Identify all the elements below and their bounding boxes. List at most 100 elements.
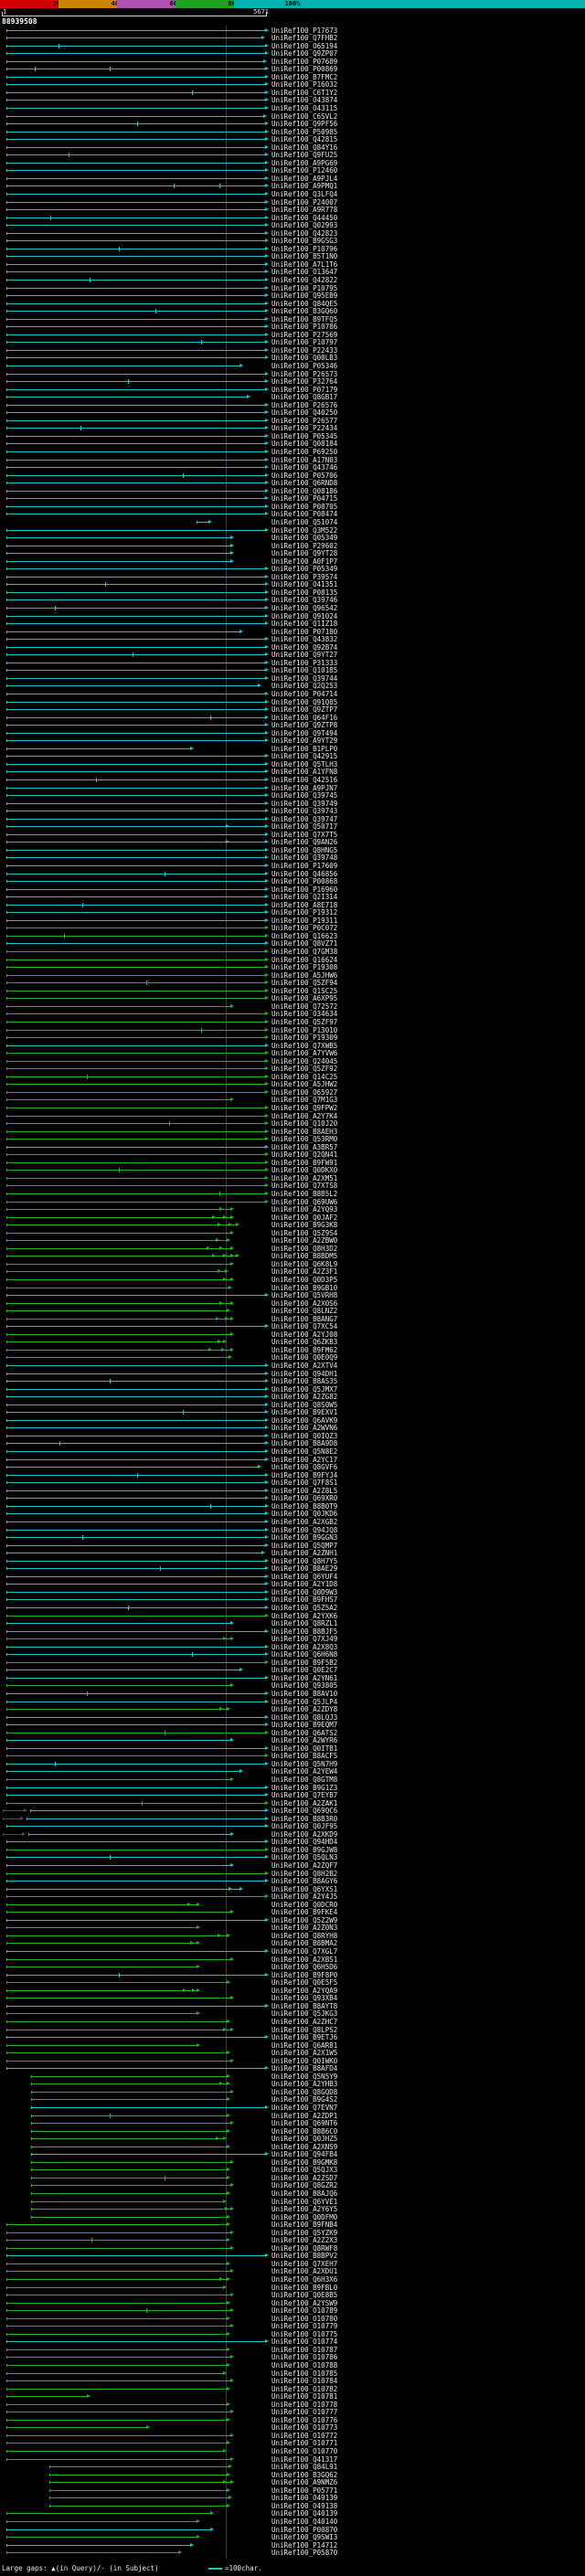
hit-row[interactable]: UniRef100_P05870 <box>0 2549 585 2558</box>
hit-bar[interactable] <box>7 2326 230 2327</box>
hit-row[interactable]: UniRef100_P17609 <box>0 863 585 871</box>
hit-row[interactable]: UniRef100_Q91Q85 <box>0 698 585 706</box>
hit-row[interactable]: UniRef100_P08135 <box>0 588 585 597</box>
hit-bar[interactable] <box>32 2123 230 2125</box>
hit-bar[interactable] <box>7 599 265 601</box>
hit-label[interactable]: UniRef100_Q9ZTP8 <box>271 721 338 730</box>
hit-label[interactable]: UniRef100_O10773 <box>271 2423 338 2433</box>
hit-bar[interactable] <box>7 1240 227 1242</box>
hit-row[interactable]: UniRef100_Q02993 <box>0 222 585 230</box>
hit-row[interactable]: UniRef100_Q8RYH8 <box>0 1932 585 1940</box>
hit-row[interactable]: UniRef100_Q9PF56 <box>0 121 585 129</box>
hit-label[interactable]: UniRef100_Q5JLP4 <box>271 1697 338 1706</box>
hit-bar[interactable] <box>7 576 265 578</box>
hit-row[interactable]: UniRef100_B9GGN3 <box>0 1534 585 1542</box>
hit-row[interactable]: UniRef100_P10786 <box>0 323 585 332</box>
hit-label[interactable]: UniRef100_Q84Y16 <box>271 143 338 152</box>
hit-bar[interactable] <box>7 1099 230 1101</box>
hit-row[interactable]: UniRef100_Q1SC25 <box>0 987 585 995</box>
hit-label[interactable]: UniRef100_A2Z8L5 <box>271 1486 338 1495</box>
hit-row[interactable]: UniRef100_B8B0T9 <box>0 1502 585 1511</box>
hit-row[interactable]: UniRef100_Q0DCR0 <box>0 1901 585 1909</box>
hit-bar[interactable] <box>7 1646 265 1648</box>
hit-bar[interactable] <box>7 162 265 164</box>
hit-bar[interactable] <box>32 2138 223 2140</box>
hit-bar[interactable] <box>7 91 265 93</box>
hit-bar[interactable] <box>7 1154 265 1156</box>
hit-row[interactable]: UniRef100_Q6RND8 <box>0 480 585 488</box>
hit-bar[interactable] <box>7 1615 265 1617</box>
hit-label[interactable]: UniRef100_Q9FPW2 <box>271 1103 338 1112</box>
hit-bar[interactable] <box>7 1232 230 1234</box>
hit-bar[interactable] <box>7 1638 230 1640</box>
hit-bar[interactable] <box>7 1310 227 1312</box>
hit-bar[interactable] <box>7 1216 230 1218</box>
hit-bar[interactable] <box>7 1521 265 1522</box>
hit-label[interactable]: UniRef100_P07179 <box>271 385 338 394</box>
hit-bar[interactable] <box>7 779 265 780</box>
hit-row[interactable]: UniRef100_Q0E5F5 <box>0 1979 585 1988</box>
hit-label[interactable]: UniRef100_Q0ITB1 <box>271 1744 338 1753</box>
hit-label[interactable]: UniRef100_Q7XWB5 <box>271 1041 338 1050</box>
hit-label[interactable]: UniRef100_Q5VRH8 <box>271 1291 338 1300</box>
hit-row[interactable]: UniRef100_P26573 <box>0 370 585 378</box>
hit-row[interactable]: UniRef100_Q5YZK9 <box>0 2229 585 2237</box>
hit-bar[interactable] <box>7 373 265 375</box>
hit-bar[interactable] <box>7 1302 230 1304</box>
hit-label[interactable]: UniRef100_P69250 <box>271 448 338 457</box>
hit-bar[interactable] <box>7 935 265 937</box>
hit-row[interactable]: UniRef100_Q84L91 <box>0 2464 585 2472</box>
hit-label[interactable]: UniRef100_B9F5B2 <box>271 1658 338 1667</box>
hit-row[interactable]: UniRef100_A2Y6Y5 <box>0 2206 585 2214</box>
hit-bar[interactable] <box>7 1333 230 1335</box>
hit-row[interactable]: UniRef100_Q39749 <box>0 800 585 808</box>
hit-bar[interactable] <box>7 498 265 500</box>
hit-label[interactable]: UniRef100_Q0E0Q9 <box>271 1353 338 1362</box>
hit-label[interactable]: UniRef100_P08474 <box>271 510 338 519</box>
hit-bar[interactable] <box>7 967 265 969</box>
hit-label[interactable]: UniRef100_B9FM62 <box>271 1345 338 1354</box>
hit-bar[interactable] <box>7 1740 230 1742</box>
hit-bar[interactable] <box>7 802 265 804</box>
hit-label[interactable]: UniRef100_C6T1Y2 <box>271 88 338 97</box>
hit-row[interactable]: UniRef100_P16960 <box>0 885 585 894</box>
hit-row[interactable]: UniRef100_Q69XR0 <box>0 1495 585 1503</box>
hit-row[interactable]: UniRef100_B9F5B2 <box>0 1659 585 1667</box>
hit-row[interactable]: UniRef100_Q5QLN3 <box>0 1854 585 1862</box>
hit-label[interactable]: UniRef100_P10786 <box>271 323 338 332</box>
hit-row[interactable]: UniRef100_A2WVN6 <box>0 1425 585 1433</box>
hit-bar[interactable] <box>7 1381 265 1383</box>
hit-bar[interactable] <box>29 1833 230 1835</box>
hit-label[interactable]: UniRef100_A2XNS9 <box>271 2142 338 2151</box>
hit-label[interactable]: UniRef100_A2X0S6 <box>271 1299 338 1308</box>
hit-row[interactable]: UniRef100_P00870 <box>0 2526 585 2534</box>
hit-bar[interactable] <box>7 2060 230 2062</box>
hit-row[interactable]: UniRef100_A2WYR6 <box>0 1737 585 1745</box>
hit-bar[interactable] <box>7 1091 265 1093</box>
hit-row[interactable]: UniRef100_Q84Y16 <box>0 143 585 152</box>
hit-row[interactable]: UniRef100_B9GSG3 <box>0 238 585 246</box>
hit-bar[interactable] <box>7 1005 230 1007</box>
hit-row[interactable]: UniRef100_Q08186 <box>0 487 585 495</box>
hit-bar[interactable] <box>7 1489 265 1491</box>
hit-row[interactable]: UniRef100_Q46856 <box>0 870 585 878</box>
hit-label[interactable]: UniRef100_Q39744 <box>271 673 338 683</box>
hit-row[interactable]: UniRef100_Q6H5D6 <box>0 1964 585 1972</box>
hit-bar[interactable] <box>7 1451 265 1453</box>
hit-row[interactable]: UniRef100_Q42822 <box>0 277 585 285</box>
hit-label[interactable]: UniRef100_O10789 <box>271 2306 338 2316</box>
hit-bar[interactable] <box>7 2310 230 2312</box>
hit-row[interactable]: UniRef100_Q6AR81 <box>0 2041 585 2050</box>
hit-bar[interactable] <box>7 334 265 335</box>
hit-bar[interactable] <box>7 2520 197 2522</box>
hit-bar[interactable] <box>7 1606 265 1608</box>
hit-row[interactable]: UniRef100_Q6ZKB3 <box>0 1339 585 1347</box>
hit-bar[interactable] <box>7 474 265 476</box>
hit-label[interactable]: UniRef100_Q02993 <box>271 221 338 230</box>
hit-bar[interactable] <box>7 2044 197 2046</box>
hit-row[interactable]: UniRef100_Q7XWB5 <box>0 1042 585 1050</box>
hit-label[interactable]: UniRef100_A9PJL4 <box>271 174 338 183</box>
hit-row[interactable]: UniRef100_P00868 <box>0 878 585 886</box>
hit-bar[interactable] <box>32 2216 227 2218</box>
hit-row[interactable]: UniRef100_B8ANG7 <box>0 1315 585 1323</box>
